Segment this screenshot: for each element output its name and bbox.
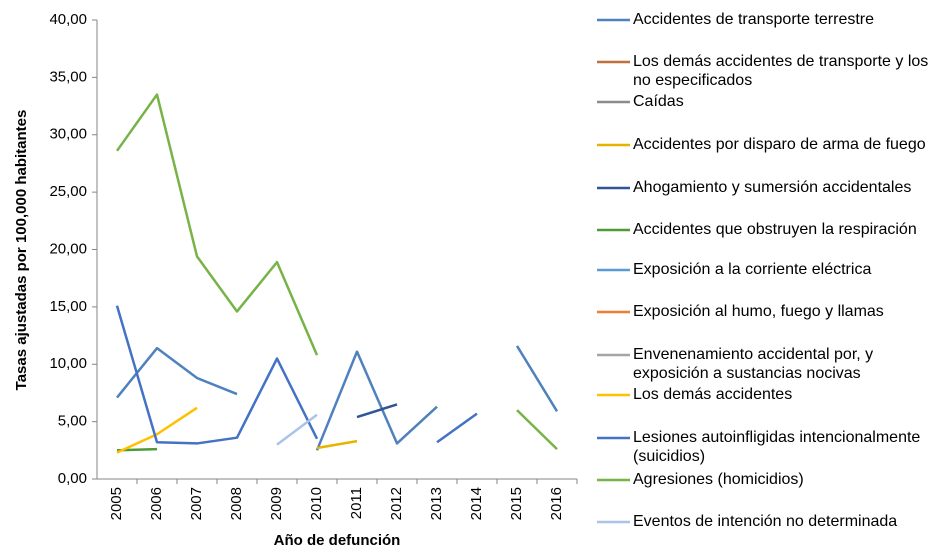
series-line	[276, 413, 318, 446]
y-tick-label: 40,00	[49, 11, 87, 28]
x-tick-label: 2009	[268, 487, 285, 520]
y-axis-label: Tasas ajustadas por 100,000 habitantes	[13, 110, 30, 391]
legend-label: Eventos de intención no determinada	[633, 513, 898, 530]
x-tick-label: 2006	[148, 487, 165, 520]
x-tick-label: 2012	[388, 487, 405, 520]
y-tick-label: 0,00	[58, 470, 87, 487]
series-line	[116, 345, 559, 451]
x-tick-label: 2015	[508, 487, 525, 520]
y-tick-label: 15,00	[49, 298, 87, 315]
x-tick-label: 2008	[228, 487, 245, 520]
legend-label: Accidentes que obstruyen la respiración	[633, 221, 917, 238]
y-tick-label: 5,00	[58, 413, 87, 430]
legend-label: Accidentes de transporte terrestre	[633, 11, 875, 28]
y-tick-label: 35,00	[49, 68, 87, 85]
legend-label: Envenenamiento accidental por, y exposic…	[633, 346, 874, 382]
x-tick-label: 2016	[548, 487, 565, 520]
legend-label: Caídas	[633, 93, 684, 110]
legend-label: Los demás accidentes	[633, 386, 793, 403]
y-tick-label: 25,00	[49, 183, 87, 200]
legend-label: Exposición al humo, fuego y llamas	[633, 303, 884, 320]
legend-label: Lesiones autoinfligidas intencionalmente…	[633, 429, 921, 465]
y-tick-label: 10,00	[49, 355, 87, 372]
series-line	[316, 439, 358, 450]
x-tick-label: 2011	[348, 487, 365, 519]
series-line	[356, 403, 398, 419]
x-tick-label: 2007	[188, 487, 205, 520]
legend-label: Ahogamiento y sumersión accidentales	[633, 179, 912, 196]
y-tick-label: 30,00	[49, 126, 87, 143]
x-tick-label: 2013	[428, 487, 445, 520]
legend-label: Agresiones (homicidios)	[633, 471, 804, 488]
x-axis-label: Año de defunción	[274, 532, 401, 549]
legend-label: Exposición a la corriente eléctrica	[633, 261, 872, 278]
y-tick-label: 20,00	[49, 240, 87, 257]
x-tick-label: 2010	[308, 487, 325, 520]
legend-label: Accidentes por disparo de arma de fuego	[633, 136, 926, 153]
series-line	[115, 93, 558, 451]
series-line	[115, 305, 478, 445]
x-tick-label: 2005	[108, 487, 125, 520]
legend-label: Los demás accidentes de transporte y los…	[633, 53, 929, 89]
x-tick-label: 2014	[468, 487, 485, 520]
series-line	[116, 406, 198, 454]
